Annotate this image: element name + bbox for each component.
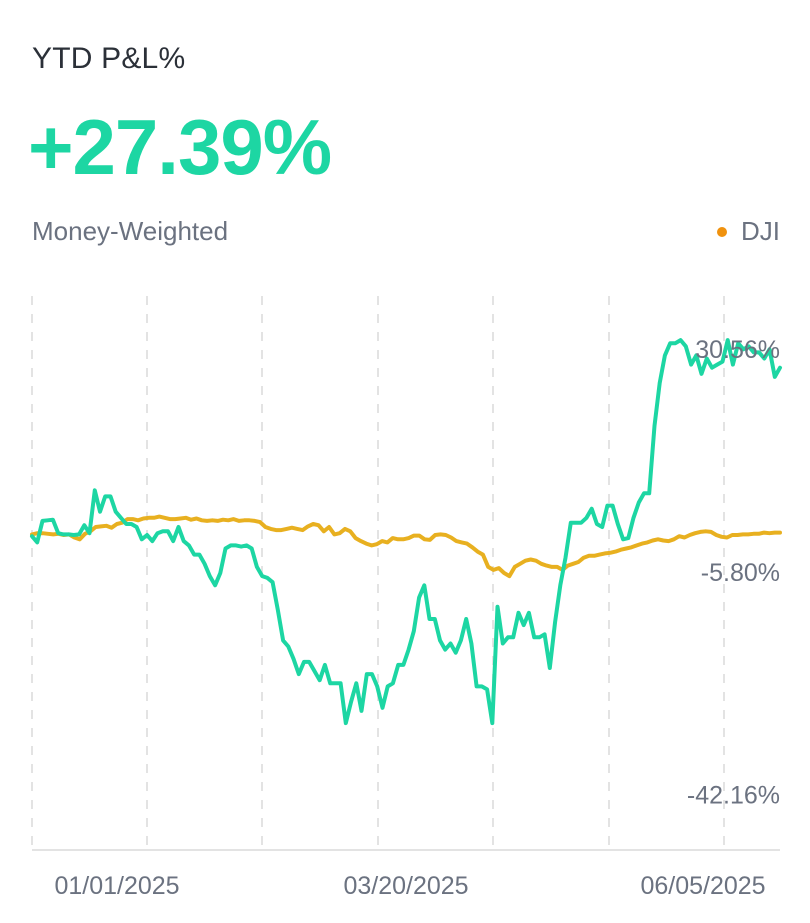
pnl-value: +27.39% (28, 103, 332, 191)
weighting-label[interactable]: Money-Weighted (32, 216, 229, 246)
reference-labels: 30.56% -5.80% -42.16% (687, 336, 780, 810)
reference-label: -42.16% (687, 782, 780, 810)
portfolio-line[interactable] (30, 338, 782, 726)
chart-title: YTD P&L% (32, 42, 186, 75)
vertical-grid (31, 296, 725, 850)
legend[interactable]: DJI (717, 216, 780, 247)
dji-line[interactable] (30, 514, 782, 579)
reference-label: 30.56% (695, 336, 780, 364)
legend-label: DJI (741, 216, 780, 246)
reference-label: -5.80% (701, 559, 780, 587)
x-tick-labels: 01/01/2025 03/20/2025 06/05/2025 (54, 872, 765, 900)
series-layer (30, 338, 782, 726)
x-tick-label: 03/20/2025 (343, 872, 468, 900)
legend-dot-icon (717, 226, 727, 237)
x-tick-label: 01/01/2025 (54, 872, 179, 900)
x-tick-label: 06/05/2025 (640, 872, 765, 900)
